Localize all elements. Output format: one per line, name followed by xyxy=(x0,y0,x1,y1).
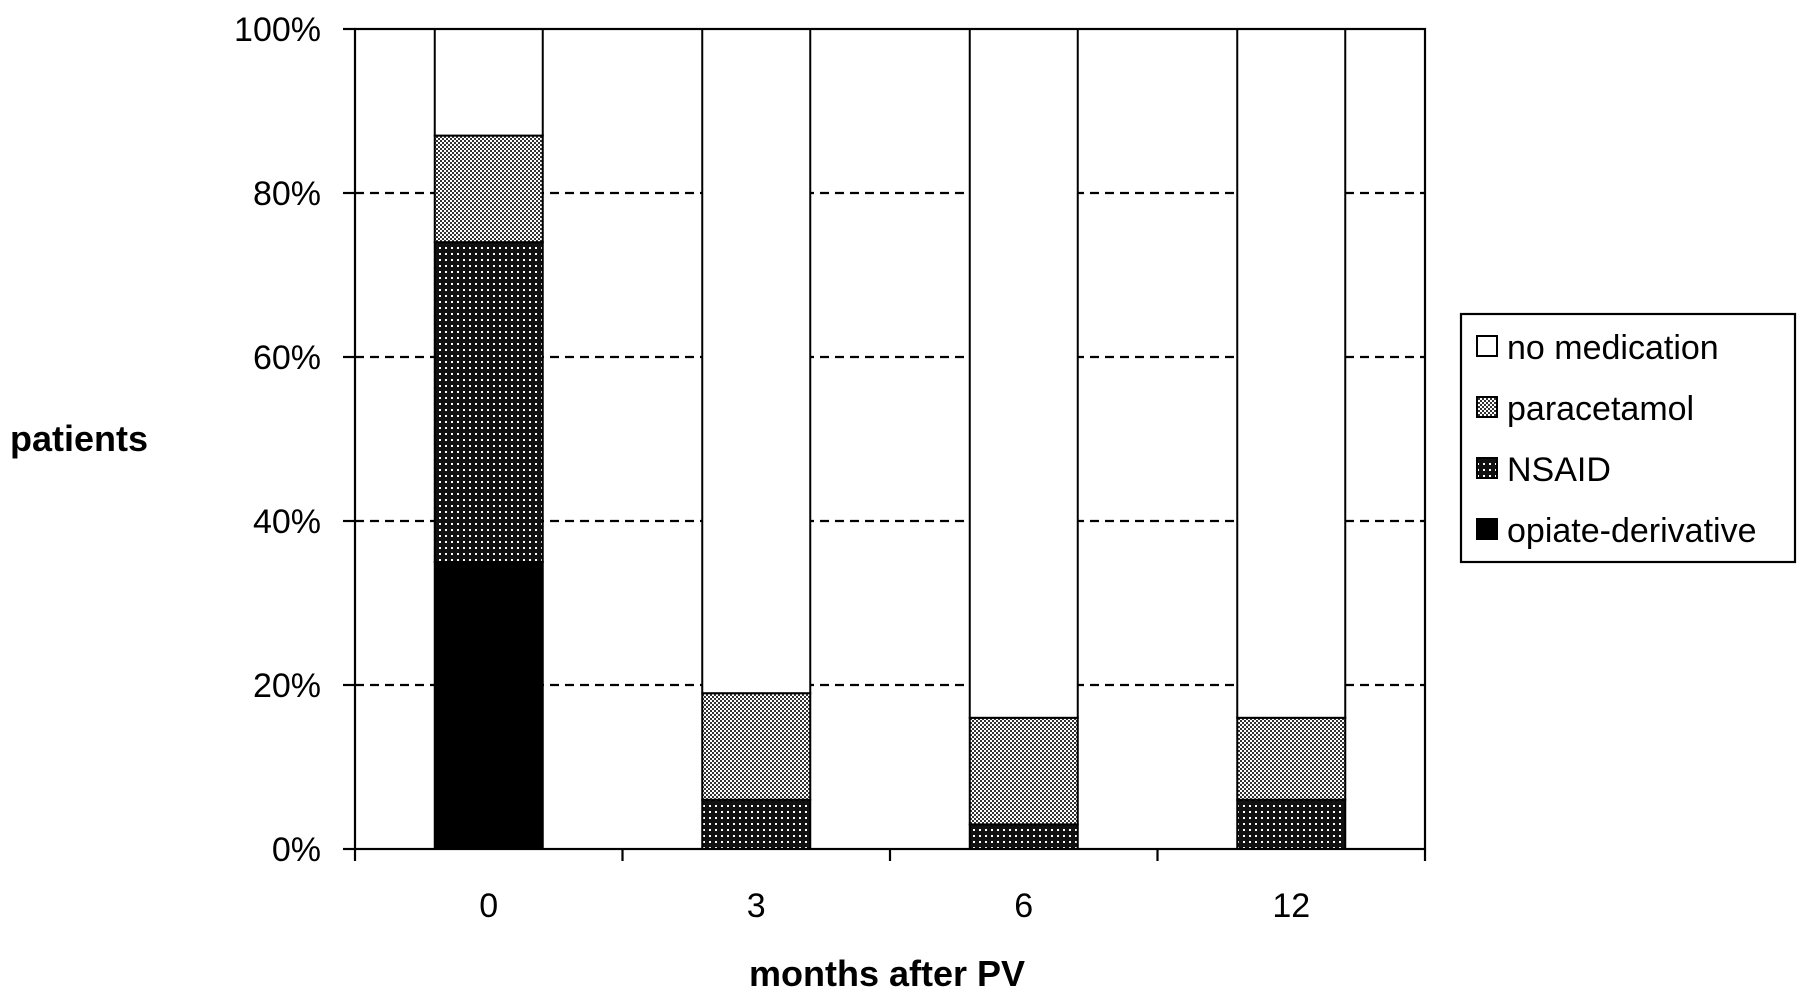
bar-3-no-medication xyxy=(701,28,812,695)
bar-group-0 xyxy=(433,28,544,850)
bar-6-nsaid xyxy=(968,823,1079,851)
bar-6-paracetamol xyxy=(968,716,1079,826)
bar-12-nsaid xyxy=(1236,798,1347,850)
y-tick-label-100: 100% xyxy=(234,11,321,49)
bar-3-paracetamol xyxy=(701,692,812,801)
bar-0-opiate-derivative xyxy=(433,561,544,850)
bars xyxy=(433,28,1347,851)
legend-box xyxy=(1459,312,1797,564)
bar-3-nsaid xyxy=(701,798,812,850)
bar-0-nsaid xyxy=(433,241,544,563)
x-tick-label-3: 3 xyxy=(747,887,766,925)
y-tick-label-40: 40% xyxy=(253,503,321,541)
x-tick-label-12: 12 xyxy=(1272,887,1310,925)
bar-0-paracetamol xyxy=(433,134,544,244)
y-tick-label-0: 0% xyxy=(272,831,321,869)
legend-label-nsaid: NSAID xyxy=(1507,451,1611,489)
x-tick-label-0: 0 xyxy=(479,887,498,925)
legend-label-no-medication: no medication xyxy=(1507,329,1719,367)
y-tick-label-20: 20% xyxy=(253,667,321,705)
axes xyxy=(343,27,1427,861)
legend-label-opiate-derivative: opiate-derivative xyxy=(1507,512,1756,550)
bar-group-12 xyxy=(1236,28,1347,850)
y-tick-label-80: 80% xyxy=(253,175,321,213)
legend: no medication paracetamol NSAID opiate-deri… xyxy=(1459,312,1797,564)
y-axis-title: patients xyxy=(10,418,148,459)
bar-group-3 xyxy=(701,28,812,850)
legend-swatch-nsaid xyxy=(1476,457,1498,479)
legend-swatch-opiate-derivative xyxy=(1476,518,1498,540)
legend-label-paracetamol: paracetamol xyxy=(1507,390,1694,428)
x-axis-title: months after PV xyxy=(749,953,1025,994)
bar-12-no-medication xyxy=(1236,28,1347,719)
y-tick-label-60: 60% xyxy=(253,339,321,377)
bar-0-no-medication xyxy=(433,28,544,137)
x-tick-labels: 0 3 6 12 xyxy=(479,887,1310,925)
bar-6-no-medication xyxy=(968,28,1079,719)
legend-swatch-paracetamol xyxy=(1476,396,1498,418)
y-tick-labels: 0% 20% 40% 60% 80% 100% xyxy=(234,11,321,869)
bar-group-6 xyxy=(968,28,1079,851)
x-tick-label-6: 6 xyxy=(1014,887,1033,925)
legend-swatch-no-medication xyxy=(1476,335,1498,357)
bar-12-paracetamol xyxy=(1236,716,1347,801)
